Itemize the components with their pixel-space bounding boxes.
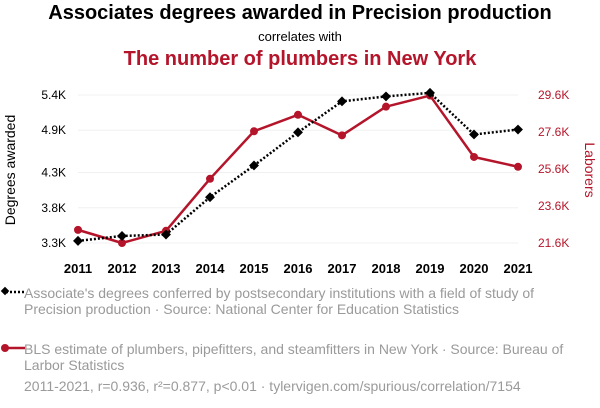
legend-marker-series1	[0, 286, 25, 296]
legend-marker-series2	[1, 344, 25, 352]
chart-subtitle: correlates with	[258, 29, 342, 44]
x-tick-label: 2011	[64, 261, 92, 276]
x-tick-label: 2017	[328, 261, 357, 276]
left-tick-label: 3.3K	[41, 236, 66, 250]
series1-point	[293, 127, 303, 138]
right-tick-label: 29.6K	[538, 88, 569, 102]
chart-title-secondary: The number of plumbers in New York	[123, 48, 477, 70]
chart-title: Associates degrees awarded in Precision …	[48, 2, 552, 24]
x-tick-label: 2015	[240, 261, 269, 276]
series1-point	[469, 129, 479, 140]
series2-point	[118, 239, 126, 247]
left-tick-label: 3.8K	[41, 201, 66, 215]
series1-point	[73, 235, 83, 246]
series1-line	[77, 91, 519, 243]
x-tick-label: 2019	[416, 261, 445, 276]
series2-point	[470, 152, 478, 161]
series1-point	[381, 91, 391, 102]
footer-stats: 2011-2021, r=0.936, r²=0.877, p<0.01 · t…	[24, 378, 521, 394]
left-axis-title: Degrees awarded	[2, 115, 18, 226]
series2-point	[338, 131, 346, 140]
right-tick-label: 21.6K	[538, 236, 569, 250]
series2-point	[74, 225, 82, 234]
x-tick-label: 2021	[504, 261, 533, 276]
left-tick-label: 5.4K	[41, 88, 66, 102]
series1-point	[249, 160, 259, 171]
x-tick-label: 2016	[284, 261, 313, 276]
series2-point	[206, 174, 214, 183]
series1-point	[161, 229, 171, 240]
right-tick-label: 25.6K	[538, 162, 569, 176]
x-tick-label: 2020	[460, 261, 489, 276]
x-tick-label: 2013	[152, 261, 181, 276]
x-tick-label: 2018	[372, 261, 401, 276]
right-tick-label: 23.6K	[538, 199, 569, 213]
right-axis-title: Laborers	[582, 142, 598, 197]
right-tick-label: 27.6K	[538, 125, 569, 139]
series1-point	[205, 192, 215, 203]
series2-point	[514, 162, 522, 171]
x-tick-label: 2012	[108, 261, 137, 276]
left-tick-label: 4.9K	[41, 123, 66, 137]
legend-item-series1: Associate's degrees conferred by postsec…	[24, 285, 535, 317]
legend-item-series2: BLS estimate of plumbers, pipefitters, a…	[24, 341, 564, 373]
series1-point	[513, 124, 523, 135]
series1-point	[117, 231, 127, 241]
x-tick-label: 2014	[196, 261, 226, 276]
series2-point	[250, 127, 258, 136]
left-tick-label: 4.3K	[41, 166, 66, 180]
series2-point	[382, 102, 390, 111]
series2-point	[294, 110, 302, 119]
